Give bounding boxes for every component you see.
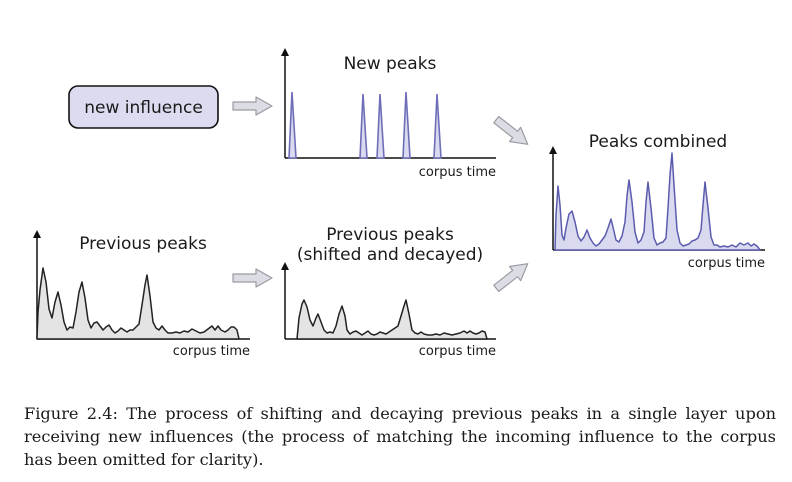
shifted-peaks-title-line1: Previous peaks bbox=[326, 225, 454, 245]
peaks-combined-axis-label: corpus time bbox=[688, 256, 765, 271]
new-peak bbox=[402, 91, 411, 159]
previous-peaks-curve bbox=[36, 267, 240, 340]
new-peak bbox=[433, 93, 442, 159]
panel-shifted-peaks: Previous peaks (shifted and decayed) cor… bbox=[281, 225, 496, 359]
peaks-combined-title: Peaks combined bbox=[589, 132, 727, 152]
new-peak bbox=[359, 93, 368, 159]
arrow-to-new-peaks bbox=[232, 96, 273, 116]
shifted-peaks-axis-label: corpus time bbox=[419, 344, 496, 359]
arrow-to-shifted-peaks bbox=[232, 268, 273, 288]
new-peaks-axis-label: corpus time bbox=[419, 165, 496, 180]
peaks-combined-curve bbox=[554, 152, 761, 251]
new-influence-box bbox=[68, 85, 219, 129]
flow-arrows bbox=[232, 96, 529, 293]
shifted-peaks-title-line2: (shifted and decayed) bbox=[297, 245, 483, 265]
influence-diagram: new influence New peaks corpus time Prev… bbox=[33, 48, 765, 359]
previous-peaks-title: Previous peaks bbox=[79, 234, 207, 254]
arrow-shifted-to-combined bbox=[493, 263, 529, 293]
new-influence-node: new influence bbox=[68, 85, 219, 129]
panel-new-peaks: New peaks corpus time bbox=[281, 48, 496, 180]
figure-caption: Figure 2.4: The process of shifting and … bbox=[24, 404, 776, 469]
previous-peaks-axis-label: corpus time bbox=[173, 344, 250, 359]
shifted-peaks-curve bbox=[296, 299, 488, 340]
new-peaks-series bbox=[288, 91, 442, 159]
new-peak bbox=[288, 91, 297, 159]
new-peak bbox=[376, 93, 385, 159]
new-peaks-title: New peaks bbox=[344, 54, 437, 74]
panel-previous-peaks: Previous peaks corpus time bbox=[33, 230, 250, 359]
panel-peaks-combined: Peaks combined corpus time bbox=[549, 132, 765, 271]
arrow-new-to-combined bbox=[493, 115, 529, 145]
new-influence-label: new influence bbox=[84, 98, 203, 118]
